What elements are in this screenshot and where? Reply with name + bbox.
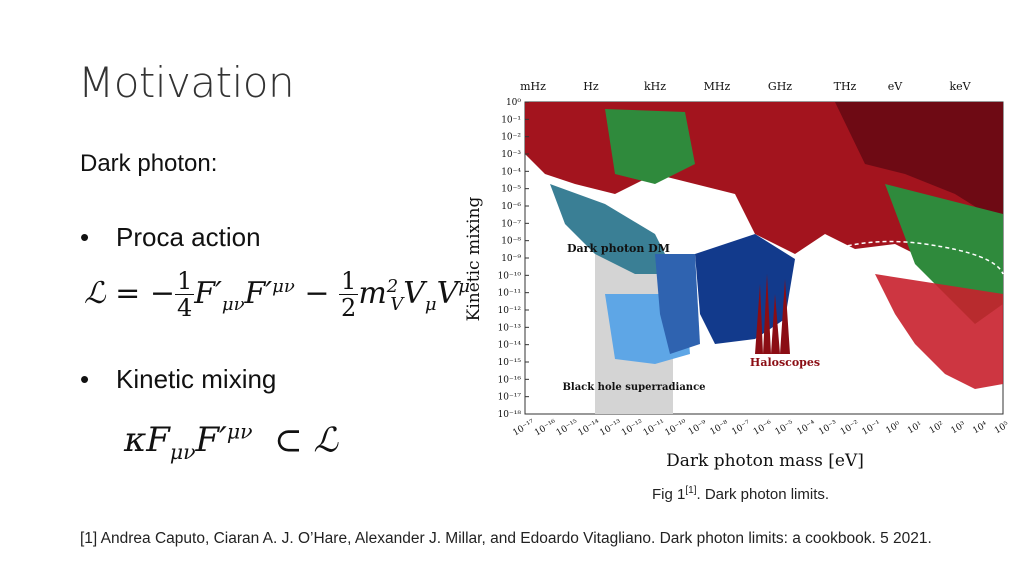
top-axis: mHz Hz kHz MHz GHz THz eV keV bbox=[520, 80, 972, 93]
mixing-equation: κFμνF′μν ⊂ ℒ bbox=[124, 420, 338, 465]
x-tick-label: 10⁻³ bbox=[817, 419, 839, 438]
blue-region bbox=[655, 254, 700, 354]
x-axis-label: Dark photon mass [eV] bbox=[666, 451, 864, 471]
y-tick-label: 10⁻⁷ bbox=[501, 219, 521, 229]
x-tick-label: 10⁻⁷ bbox=[730, 419, 752, 438]
reference-citation: [1] Andrea Caputo, Ciaran A. J. O’Hare, … bbox=[80, 530, 932, 547]
dark-red-region bbox=[835, 102, 1003, 224]
y-tick-label: 10⁻⁴ bbox=[501, 167, 521, 177]
x-tick-label: 10⁻¹³ bbox=[598, 418, 624, 439]
bullet-marker: • bbox=[80, 222, 90, 252]
x-tick-label: 10⁻⁴ bbox=[795, 419, 817, 438]
top-axis-label: keV bbox=[949, 80, 971, 93]
proca-equation: ℒ = −1 4 F′μνF′μν − 1 2 m2VVμVμ bbox=[84, 267, 470, 323]
x-tick-label: 10⁻⁶ bbox=[752, 419, 774, 438]
y-tick-label: 10⁻⁶ bbox=[501, 202, 521, 212]
x-tick-label: 10⁻⁹ bbox=[687, 419, 709, 438]
caption-suffix: . Dark photon limits. bbox=[696, 486, 830, 503]
dm-boundary-line bbox=[794, 240, 1004, 275]
top-axis-label: kHz bbox=[644, 80, 666, 93]
y-tick-label: 10⁰ bbox=[506, 98, 521, 108]
top-axis-label: eV bbox=[888, 80, 904, 93]
x-tick-label: 10⁵ bbox=[993, 420, 1010, 436]
y-tick-label: 10⁻⁹ bbox=[501, 254, 521, 264]
green-region-right bbox=[885, 184, 1003, 324]
x-tick-label: 10⁻¹¹ bbox=[642, 418, 667, 438]
x-tick-label: 10⁻¹² bbox=[620, 418, 646, 439]
caption-ref: [1] bbox=[685, 485, 697, 496]
direct-detection-region bbox=[875, 274, 1003, 389]
x-tick-label: 10⁻⁵ bbox=[774, 419, 796, 438]
annotation-haloscopes: Haloscopes bbox=[750, 356, 820, 369]
y-tick-label: 10⁻¹⁵ bbox=[498, 358, 522, 368]
x-tick-label: 10³ bbox=[950, 420, 968, 436]
annotation-superradiance: Black hole superradiance bbox=[562, 382, 705, 393]
y-tick-label: 10⁻¹⁸ bbox=[498, 410, 522, 420]
x-tick-label: 10⁻⁸ bbox=[708, 419, 730, 438]
dpdm-region bbox=[695, 234, 795, 344]
x-tick-label: 10⁻¹⁵ bbox=[555, 418, 581, 439]
y-axis-label: Kinetic mixing bbox=[464, 197, 484, 322]
y-tick-label: 10⁻¹⁷ bbox=[498, 393, 522, 403]
subtitle: Dark photon: bbox=[80, 150, 218, 177]
slide-title: Motivation bbox=[78, 58, 295, 107]
x-tick-label: 10² bbox=[928, 420, 946, 436]
y-tick-label: 10⁻¹¹ bbox=[498, 289, 521, 299]
dark-photon-limits-chart: Kinetic mixing Dark photon mass [eV] mHz… bbox=[464, 80, 1010, 471]
x-tick-label: 10⁰ bbox=[884, 420, 902, 436]
gas-clouds-region bbox=[550, 184, 675, 274]
y-tick-label: 10⁻¹⁰ bbox=[498, 271, 522, 281]
bullet-proca: • Proca action bbox=[80, 222, 261, 253]
x-tick-label: 10⁻¹ bbox=[861, 419, 883, 438]
caption-prefix: Fig 1 bbox=[652, 486, 686, 503]
x-tick-label: 10⁻² bbox=[839, 419, 861, 438]
bullet-mixing-text: Kinetic mixing bbox=[116, 364, 277, 394]
bullet-marker: • bbox=[80, 364, 90, 394]
x-tick-label: 10⁴ bbox=[971, 420, 989, 436]
figure-caption: Fig 1[1]. Dark photon limits. bbox=[652, 485, 829, 503]
x-axis-ticks: 10⁻¹⁷10⁻¹⁶10⁻¹⁵10⁻¹⁴10⁻¹³10⁻¹²10⁻¹¹10⁻¹⁰… bbox=[511, 418, 1010, 439]
top-axis-label: GHz bbox=[768, 80, 792, 93]
y-tick-label: 10⁻¹² bbox=[498, 306, 522, 316]
x-tick-label: 10⁻¹⁴ bbox=[577, 418, 603, 439]
x-tick-label: 10⁻¹⁰ bbox=[663, 418, 689, 439]
x-tick-label: 10⁻¹⁶ bbox=[533, 418, 559, 439]
green-region-left bbox=[605, 109, 695, 184]
y-tick-label: 10⁻⁵ bbox=[501, 185, 521, 195]
y-tick-label: 10⁻¹³ bbox=[498, 323, 522, 333]
annotation-dm: Dark photon DM bbox=[567, 242, 670, 255]
y-tick-label: 10⁻⁸ bbox=[501, 237, 521, 247]
top-axis-label: Hz bbox=[583, 80, 599, 93]
bullet-mixing: • Kinetic mixing bbox=[80, 364, 276, 395]
y-tick-label: 10⁻¹⁴ bbox=[498, 341, 522, 351]
y-axis-ticks: 10⁰ 10⁻¹ 10⁻² 10⁻³ 10⁻⁴ 10⁻⁵ 10⁻⁶ 10⁻⁷ 10⁻⁸ 10⁻⁹ 1… bbox=[498, 98, 529, 420]
top-axis-label: mHz bbox=[520, 80, 546, 93]
x-tick-label: 10⁻¹⁷ bbox=[511, 418, 537, 439]
bullet-proca-text: Proca action bbox=[116, 222, 261, 252]
top-axis-label: MHz bbox=[704, 80, 731, 93]
y-tick-label: 10⁻¹⁶ bbox=[498, 375, 522, 385]
haloscope-spikes bbox=[755, 274, 790, 354]
y-tick-label: 10⁻² bbox=[501, 133, 521, 143]
y-tick-label: 10⁻³ bbox=[501, 150, 521, 160]
top-axis-label: THz bbox=[834, 80, 857, 93]
y-tick-label: 10⁻¹ bbox=[501, 115, 521, 125]
x-tick-label: 10¹ bbox=[906, 420, 924, 436]
